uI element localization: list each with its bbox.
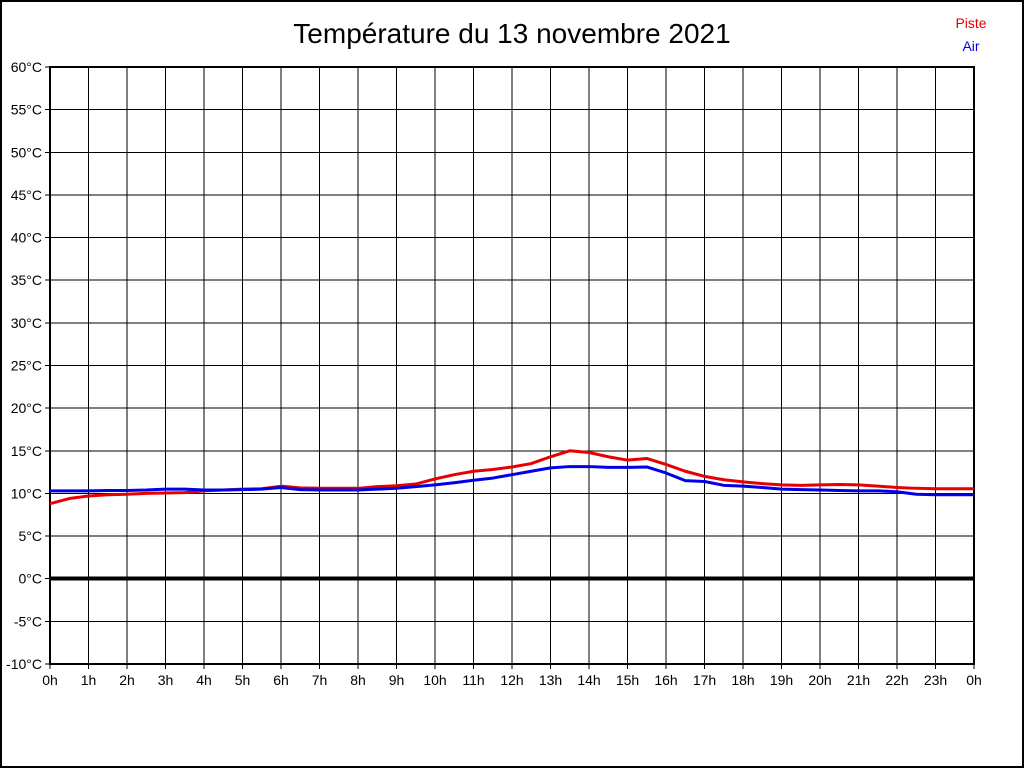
x-tick-label: 15h [616,672,639,688]
y-tick-label: 60°C [11,59,42,75]
x-tick-label: 6h [273,672,289,688]
y-tick-label: 5°C [19,528,43,544]
air-line [50,465,974,497]
y-tick-label: 55°C [11,102,42,118]
y-tick-label: -5°C [14,613,42,629]
x-tick-label: 23h [924,672,947,688]
y-tick-label: 15°C [11,443,42,459]
x-tick-label: 0h [42,672,58,688]
legend: Piste Air [936,12,1006,58]
x-tick-label: 12h [500,672,523,688]
chart-title: Température du 13 novembre 2021 [293,18,731,49]
y-tick-label: 25°C [11,358,42,374]
plot-border [49,66,975,665]
x-tick-label: 9h [389,672,405,688]
x-tick-label: 19h [770,672,793,688]
x-tick-label: 22h [885,672,908,688]
x-tick-label: 2h [119,672,135,688]
x-tick-label: 16h [654,672,677,688]
x-tick-label: 0h [966,672,982,688]
x-tick-label: 7h [312,672,328,688]
x-tick-label: 14h [577,672,600,688]
x-tick-label: 1h [81,672,97,688]
x-tick-label: 4h [196,672,212,688]
x-tick-label: 17h [693,672,716,688]
legend-item-air: Air [962,38,980,54]
x-tick-label: 3h [158,672,174,688]
x-tick-label: 10h [423,672,446,688]
x-tick-label: 13h [539,672,562,688]
y-tick-label: 45°C [11,187,42,203]
x-tick-label: 11h [462,672,484,688]
x-tick-label: 8h [350,672,366,688]
y-tick-label: 20°C [11,400,42,416]
y-tick-label: 40°C [11,230,42,246]
y-tick-label: 50°C [11,144,42,160]
x-tick-label: 20h [808,672,831,688]
y-tick-label: 30°C [11,315,42,331]
legend-item-piste: Piste [955,15,987,31]
y-tick-label: 35°C [11,272,42,288]
x-tick-label: 5h [235,672,251,688]
x-tick-label: 21h [847,672,870,688]
x-tick-label: 18h [731,672,754,688]
y-tick-label: -10°C [6,656,42,672]
y-tick-label: 0°C [19,571,43,587]
y-tick-label: 10°C [11,485,42,501]
